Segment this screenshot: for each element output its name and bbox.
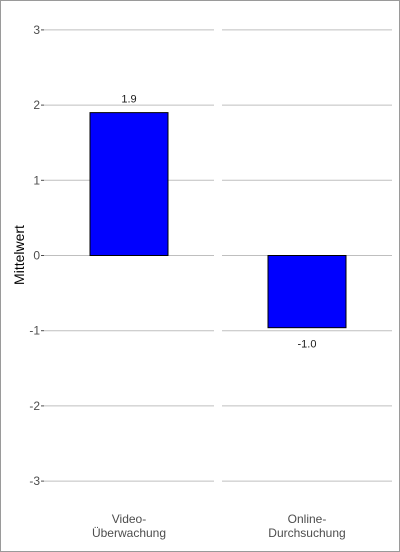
y-tick-label: -2: [29, 399, 40, 413]
bar: [89, 112, 169, 257]
value-labels: 1.9 -1.0: [121, 94, 316, 351]
y-axis-ticks: 3 2 1 0 -1 -2 -3: [29, 23, 44, 488]
y-tick-label: -1: [29, 324, 40, 338]
gridlines: [44, 29, 392, 482]
x-category-label: Video-Überwachung: [92, 512, 166, 540]
value-label: 1.9: [121, 94, 136, 106]
y-tick-label: 2: [33, 98, 40, 112]
y-tick-label: 1: [33, 173, 40, 187]
x-axis-categories: Video-Überwachung Online-Durchsuchung: [92, 512, 346, 540]
y-tick-label: 0: [33, 249, 40, 263]
y-tick-label: 3: [33, 23, 40, 37]
value-label: -1.0: [298, 339, 317, 351]
y-axis-label: Mittelwert: [11, 225, 27, 285]
x-category-label: Online-Durchsuchung: [268, 512, 345, 540]
bar: [267, 255, 347, 329]
bars: [89, 112, 347, 329]
y-tick-label: -3: [29, 474, 40, 488]
